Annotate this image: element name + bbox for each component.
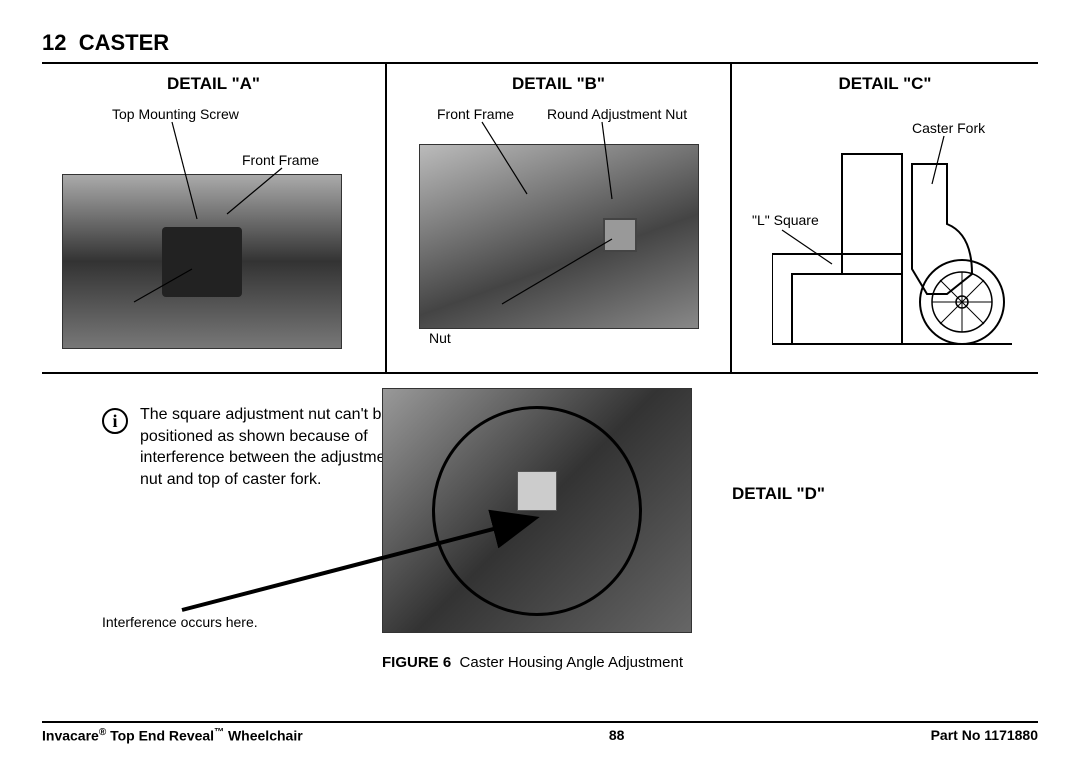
detail-c-column: DETAIL "C" Caster Fork "L" Square [732, 64, 1038, 372]
info-box: i The square adjustment nut can't be pos… [102, 404, 402, 490]
info-text: The square adjustment nut can't be posit… [140, 404, 402, 490]
figure-caption-text: Caster Housing Angle Adjustment [460, 654, 683, 671]
detail-c-title: DETAIL "C" [732, 74, 1038, 94]
callout-front-frame-a: Front Frame [242, 152, 319, 169]
footer-product: Invacare® Top End Reveal™ Wheelchair [42, 727, 303, 744]
photo-detail-d [382, 388, 692, 633]
details-row: DETAIL "A" Top Mounting Screw Front Fram… [42, 64, 1038, 374]
detail-a-title: DETAIL "A" [42, 74, 385, 94]
chapter-heading: 12 CASTER [42, 30, 1038, 56]
info-icon: i [102, 408, 128, 434]
interference-label: Interference occurs here. [102, 614, 258, 630]
detail-b-title: DETAIL "B" [387, 74, 730, 94]
detail-b-column: DETAIL "B" Front Frame Round Adjustment … [387, 64, 732, 372]
callout-top-mounting-screw: Top Mounting Screw [112, 106, 239, 123]
callout-caster-fork: Caster Fork [912, 120, 985, 137]
diagram-detail-c [772, 144, 1012, 354]
footer-part-no: Part No 1171880 [931, 727, 1038, 744]
callout-front-frame-b: Front Frame [437, 106, 514, 123]
page-footer: Invacare® Top End Reveal™ Wheelchair 88 … [42, 721, 1038, 744]
detail-d-title: DETAIL "D" [732, 484, 825, 504]
footer-page-number: 88 [609, 727, 625, 744]
detail-a-column: DETAIL "A" Top Mounting Screw Front Fram… [42, 64, 387, 372]
photo-d-square [517, 471, 557, 511]
chapter-number: 12 [42, 30, 66, 55]
photo-detail-b [419, 144, 699, 329]
figure-label: FIGURE 6 [382, 654, 451, 671]
figure-caption: FIGURE 6 Caster Housing Angle Adjustment [382, 654, 683, 671]
callout-round-adjustment-nut: Round Adjustment Nut [547, 106, 687, 123]
chapter-title: CASTER [79, 30, 169, 55]
photo-detail-a [62, 174, 342, 349]
bottom-row: i The square adjustment nut can't be pos… [42, 374, 1038, 674]
